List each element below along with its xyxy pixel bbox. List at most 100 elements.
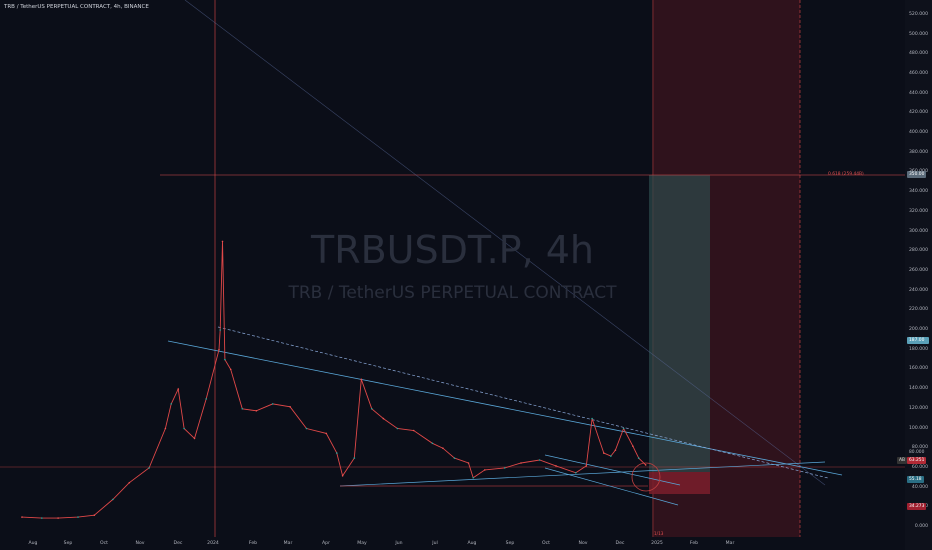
price-tick-label: 100.000 [909, 425, 928, 431]
price-tick-label: 300.000 [909, 228, 928, 234]
price-point [591, 417, 593, 420]
price-tick-label: 160.000 [909, 366, 928, 372]
price-point [219, 329, 221, 331]
price-tick-label: 440.000 [909, 90, 928, 96]
loss-zone[interactable] [649, 472, 710, 494]
price-point [484, 469, 486, 471]
channel-bottom[interactable] [544, 467, 679, 506]
price-point [632, 445, 634, 448]
time-tick-label: Sep [63, 541, 73, 546]
price-tick-label: 140.000 [909, 386, 928, 392]
price-tick-label: 500.000 [909, 31, 928, 37]
price-tick-label: 80.000 [911, 445, 928, 451]
price-point [603, 452, 605, 454]
price-point [341, 475, 344, 477]
price-tick-label: 280.000 [909, 248, 928, 254]
diagonal-guide-line[interactable] [184, 0, 826, 486]
time-tick-label: Aug [28, 541, 38, 546]
target-price-tag: 187.00 [907, 337, 929, 344]
time-tick-label: Mar [725, 541, 735, 546]
price-point [205, 398, 207, 400]
price-point [224, 358, 226, 361]
price-point [21, 516, 23, 518]
price-point [148, 467, 150, 469]
price-point [622, 427, 625, 430]
high-price-tag: 80.000 [909, 450, 925, 455]
price-point [431, 442, 434, 445]
price-tick-label: 520.000 [909, 11, 928, 17]
time-tick-label: Feb [689, 541, 699, 546]
price-point [57, 517, 59, 519]
price-point [325, 432, 328, 435]
price-tick-label: 120.000 [909, 405, 928, 411]
price-point [371, 408, 373, 410]
time-tick-label: Oct [542, 541, 550, 546]
trend-line-upper[interactable] [167, 340, 843, 476]
time-tick-label: Dec [173, 541, 183, 546]
price-point [164, 427, 167, 430]
price-point [93, 514, 96, 516]
price-point [453, 457, 456, 459]
fib-label: 0.618 (259.44B) [828, 172, 864, 177]
price-point [360, 378, 363, 381]
price-point [644, 464, 647, 466]
price-point [467, 462, 470, 464]
time-tick-label: Dec [615, 541, 625, 546]
price-point [170, 403, 172, 405]
time-tick-label: Nov [578, 541, 588, 546]
price-point [41, 517, 43, 519]
price-point [585, 465, 588, 467]
watermark-symbol: TRBUSDT.P, 4h [311, 228, 594, 272]
price-point [442, 447, 444, 450]
price-point [637, 457, 640, 459]
time-tick-label: Oct [100, 541, 108, 546]
price-tick-label: 0.000 [914, 524, 928, 529]
price-point [241, 408, 244, 410]
price-point [555, 465, 557, 467]
price-point [538, 459, 541, 461]
time-tick-label: Apr [322, 541, 330, 546]
time-tick-label: 2024 [207, 541, 219, 546]
support-line[interactable] [339, 461, 826, 487]
price-point [77, 516, 79, 518]
price-point [255, 410, 258, 412]
price-point [193, 437, 196, 440]
price-point [289, 406, 291, 408]
price-point [221, 240, 224, 243]
price-tick-label: 420.000 [909, 110, 928, 116]
profit-zone[interactable] [649, 175, 710, 472]
watermark-name: TRB / TetherUS PERPETUAL CONTRACT [288, 283, 617, 303]
price-point [412, 429, 415, 432]
price-point [229, 368, 232, 371]
price-point [177, 388, 179, 390]
price-point [271, 403, 274, 405]
price-tick-label: 460.000 [909, 70, 928, 76]
symbol-header[interactable]: TRB / TetherUS PERPETUAL CONTRACT, 4h, B… [4, 4, 149, 10]
time-tick-label: Jun [395, 541, 403, 546]
time-tick-label: Aug [467, 541, 477, 546]
price-point [472, 477, 475, 479]
time-tick-label: Jul [432, 541, 438, 546]
price-point [353, 457, 356, 459]
time-tick-label: Sep [505, 541, 515, 546]
price-point [503, 467, 506, 469]
time-tick-label: Nov [135, 541, 145, 546]
price-tick-label: 220.000 [909, 307, 928, 313]
date-marker-label: 1/13 [654, 531, 664, 536]
price-point [183, 427, 185, 430]
price-tick-label: 480.000 [909, 51, 928, 57]
price-tick-label: 400.000 [909, 130, 928, 135]
ab-badge[interactable]: AB [897, 457, 908, 464]
time-tick-label: Mar [283, 541, 293, 546]
price-series [21, 240, 647, 519]
price-tick-label: 380.000 [909, 149, 928, 155]
stop-price-tag: 34.273 [907, 503, 927, 510]
price-point [128, 481, 131, 484]
time-tick-label: Feb [248, 541, 258, 546]
highlight-circle[interactable] [631, 462, 661, 492]
channel-top[interactable] [544, 454, 681, 486]
price-point [520, 462, 522, 464]
price-point [112, 498, 114, 501]
